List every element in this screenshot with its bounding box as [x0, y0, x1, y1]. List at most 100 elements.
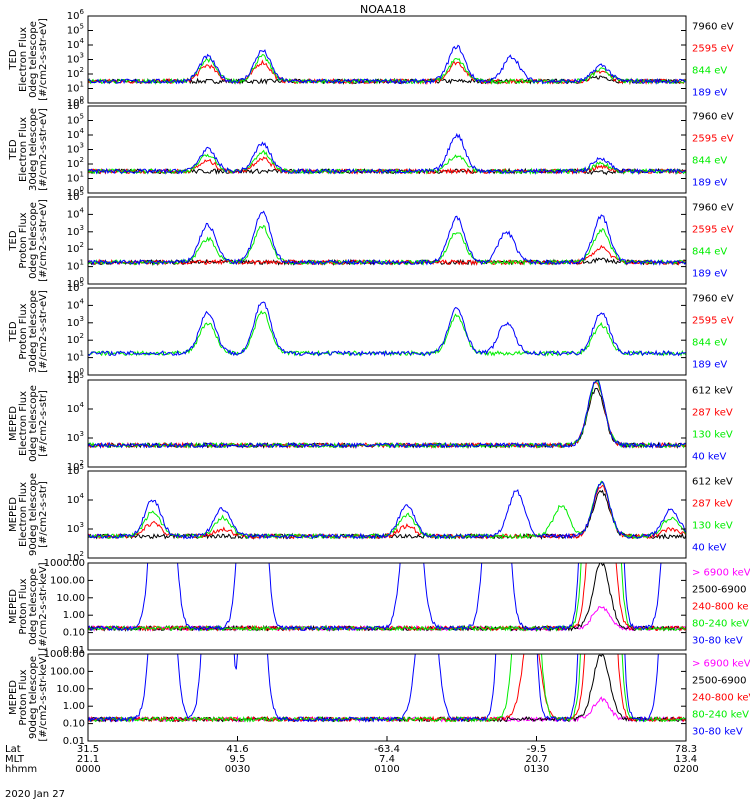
y-tick-label: 100.00 [50, 666, 85, 677]
y-tick-label: 103 [67, 315, 84, 329]
y-tick-label: 105 [67, 372, 84, 386]
y-tick-label: 103 [67, 521, 84, 535]
legend-entry: 2595 eV [692, 316, 734, 327]
y-tick-label: 105 [67, 189, 84, 203]
y-tick-label: 1.00 [63, 610, 85, 621]
legend-entry: 612 keV [692, 386, 733, 397]
y-axis-label: TED [8, 49, 19, 70]
y-tick-label: 104 [67, 206, 85, 220]
x-tick-label-mlt: 21.1 [77, 754, 99, 765]
series-2500-6900 [88, 654, 686, 723]
series-612-kev [88, 387, 686, 450]
y-tick-label: 101 [67, 350, 84, 364]
series-7960-ev [88, 257, 686, 267]
series-40-kev [88, 480, 686, 540]
series-40-kev [88, 380, 686, 449]
legend-entry: 240-800 ke [692, 602, 749, 613]
x-row-label: MLT [5, 754, 25, 765]
y-tick-label: 106 [67, 98, 85, 112]
y-tick-label: 0.10 [63, 628, 85, 639]
x-tick-label-mlt: 9.5 [230, 754, 246, 765]
legend-entry: 2595 eV [692, 225, 734, 236]
plot-frame [87, 196, 687, 285]
y-tick-label: 105 [67, 23, 84, 37]
y-axis-label: TED [8, 230, 19, 251]
y-tick-label: 104 [67, 401, 85, 415]
x-tick-label-lat: 41.6 [226, 744, 248, 755]
x-tick-label-lat: 78.3 [675, 744, 697, 755]
y-tick-label: 102 [67, 332, 84, 346]
legend-entry: > 6900 keV [692, 568, 750, 579]
series-2500-6900 [88, 563, 686, 632]
y-tick-label: 10.00 [56, 684, 85, 695]
legend-entry: 80-240 keV [692, 710, 749, 721]
legend-entry: > 6900 keV [692, 659, 750, 670]
traces [88, 301, 686, 357]
y-tick-label: 104 [67, 127, 85, 141]
y-tick-label: 0.01 [63, 645, 85, 656]
y-tick-label: 102 [67, 241, 84, 255]
y-axis-label: MEPED [8, 406, 19, 441]
legend-entry: 844 eV [692, 247, 727, 258]
y-tick-label: 0.01 [63, 736, 85, 747]
traces [88, 380, 686, 450]
series-30-80-kev [88, 654, 659, 723]
x-tick-label-lat: -9.5 [527, 744, 547, 755]
x-tick-label-hhmm: 0100 [374, 764, 399, 775]
y-axis-label: [#/cm2-s-str-eV] [38, 199, 49, 282]
y-tick-label: 10.00 [56, 593, 85, 604]
legend-entry: 40 keV [692, 452, 726, 463]
y-axis-label: 90deg telescope [28, 656, 39, 739]
y-tick-label: 103 [67, 224, 84, 238]
y-tick-label: 101 [67, 81, 84, 95]
y-tick-label: 104 [67, 37, 85, 51]
y-tick-label: 101 [67, 171, 84, 185]
y-axis-label: Proton Flux [18, 303, 29, 359]
y-tick-label: 102 [67, 156, 84, 170]
legend-entry: 2500-6900 [692, 676, 747, 687]
y-axis-label: [#/cm2-s-str-eV] [38, 108, 49, 191]
y-tick-label: 102 [67, 66, 84, 80]
x-tick-label-mlt: 13.4 [675, 754, 697, 765]
y-axis-label: Proton Flux [18, 669, 29, 725]
y-axis-label: Proton Flux [18, 212, 29, 268]
y-axis-label: TED [8, 139, 19, 160]
traces [88, 44, 686, 86]
y-tick-label: 100.00 [50, 575, 85, 586]
y-tick-label: 105 [67, 280, 84, 294]
y-axis-label: Electron Flux [18, 391, 29, 456]
traces [88, 210, 686, 267]
legend-entry: 7960 eV [692, 22, 734, 33]
x-tick-label-hhmm: 0130 [524, 764, 549, 775]
legend-entry: 130 keV [692, 521, 733, 532]
legend-entry: 7960 eV [692, 112, 734, 123]
y-axis-label: Proton Flux [18, 578, 29, 634]
plot-frame [87, 15, 687, 104]
y-tick-label: 0.10 [63, 719, 85, 730]
legend-entry: 844 eV [692, 156, 727, 167]
y-tick-label: 103 [67, 142, 84, 156]
traces [88, 132, 686, 176]
legend-entry: 130 keV [692, 430, 733, 441]
plot-frame [87, 470, 687, 559]
y-axis-label: [#/cm2-s-str] [38, 390, 49, 457]
y-axis-label: Electron Flux [18, 27, 29, 92]
series-80-240-kev [88, 654, 686, 723]
plot-frame [87, 287, 687, 376]
series-287-kev [88, 382, 686, 449]
legend-entry: 189 eV [692, 360, 727, 371]
y-axis-label: [#/cm2-s-str-keV] [38, 562, 49, 650]
y-axis-label: Electron Flux [18, 482, 29, 547]
traces [88, 563, 686, 632]
legend-entry: 40 keV [692, 543, 726, 554]
y-axis-label: Electron Flux [18, 117, 29, 182]
legend-entry: 2500-6900 [692, 585, 747, 596]
panel-7: 0.01 0.10 1.00 10.00 100.00 1000.00 MEPED Proto… [8, 558, 750, 656]
y-axis-label: 30deg telescope [28, 108, 39, 191]
